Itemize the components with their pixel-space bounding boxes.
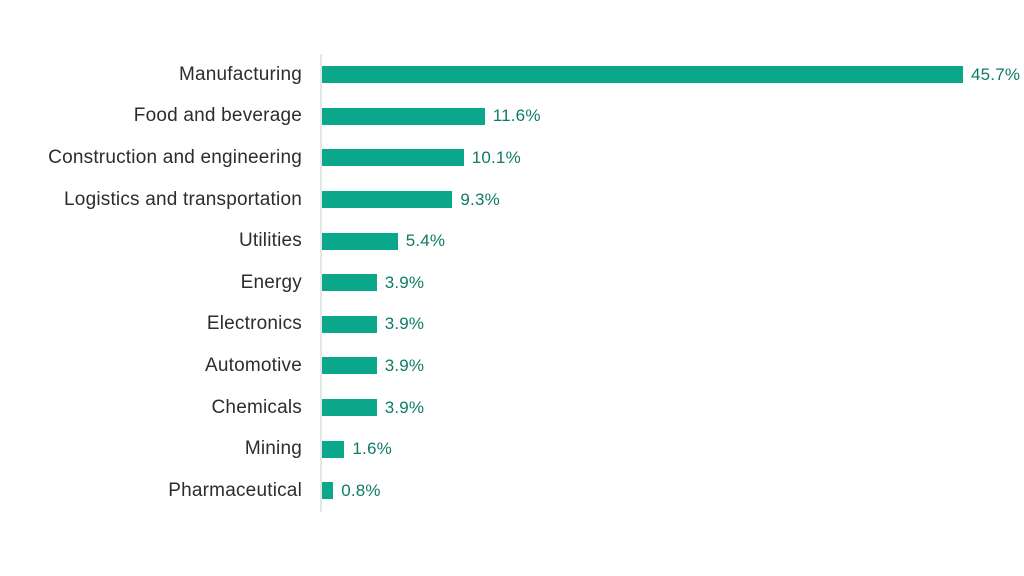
value-label: 9.3% bbox=[460, 189, 500, 209]
value-label: 3.9% bbox=[384, 355, 425, 375]
bar bbox=[322, 66, 963, 84]
bar bbox=[322, 191, 453, 209]
chart-row: Pharmaceutical 0.8% bbox=[0, 469, 1024, 512]
category-label: Chemicals bbox=[211, 396, 302, 418]
value-label: 3.9% bbox=[384, 272, 425, 292]
bar bbox=[322, 315, 377, 333]
value-label: 3.9% bbox=[384, 314, 425, 334]
bar bbox=[322, 232, 398, 250]
value-label: 3.9% bbox=[384, 397, 425, 417]
bar bbox=[322, 107, 485, 125]
chart-row: Manufacturing 45.7% bbox=[0, 54, 1024, 96]
value-label: 0.8% bbox=[341, 480, 381, 500]
category-label: Automotive bbox=[204, 354, 302, 376]
bar-area: 3.9% bbox=[320, 303, 1024, 346]
chart-row: Automotive 3.9% bbox=[0, 345, 1024, 387]
bar-area: 0.8% bbox=[320, 469, 1024, 512]
value-label: 45.7% bbox=[971, 64, 1021, 84]
bar-area: 1.6% bbox=[320, 428, 1024, 470]
value-label: 5.4% bbox=[405, 231, 446, 251]
category-label: Manufacturing bbox=[178, 63, 302, 85]
category-label: Energy bbox=[240, 271, 302, 293]
value-label: 10.1% bbox=[471, 147, 521, 167]
bar bbox=[322, 482, 334, 500]
bar-area: 5.4% bbox=[320, 220, 1024, 262]
bar bbox=[322, 357, 377, 375]
chart-row: Food and beverage 11.6% bbox=[0, 95, 1024, 138]
bar-area: 3.9% bbox=[320, 345, 1024, 387]
category-label: Logistics and transportation bbox=[64, 188, 302, 210]
bar-area: 3.9% bbox=[320, 386, 1024, 429]
chart-row: Mining 1.6% bbox=[0, 428, 1024, 470]
chart-plot-area: Manufacturing 45.7% Food and beverage 11… bbox=[0, 54, 1024, 512]
value-label: 1.6% bbox=[352, 439, 392, 459]
category-label: Construction and engineering bbox=[48, 146, 302, 168]
chart-row: Utilities 5.4% bbox=[0, 220, 1024, 262]
category-label: Pharmaceutical bbox=[168, 479, 302, 501]
bar bbox=[322, 149, 464, 167]
chart-row: Energy 3.9% bbox=[0, 261, 1024, 304]
bar bbox=[322, 274, 377, 292]
chart-row: Chemicals 3.9% bbox=[0, 386, 1024, 429]
bar-area: 45.7% bbox=[320, 54, 1024, 96]
bar-area: 3.9% bbox=[320, 261, 1024, 304]
bar bbox=[322, 440, 345, 458]
chart-row: Electronics 3.9% bbox=[0, 303, 1024, 346]
category-label: Utilities bbox=[238, 230, 302, 252]
category-label: Mining bbox=[244, 438, 302, 460]
chart-row: Construction and engineering 10.1% bbox=[0, 137, 1024, 179]
bar bbox=[322, 399, 377, 417]
bar-area: 10.1% bbox=[320, 137, 1024, 179]
category-label: Electronics bbox=[206, 313, 302, 335]
chart-row: Logistics and transportation 9.3% bbox=[0, 178, 1024, 221]
category-label: Food and beverage bbox=[133, 105, 302, 127]
bar-area: 9.3% bbox=[320, 178, 1024, 221]
value-label: 11.6% bbox=[492, 106, 541, 126]
bar-area: 11.6% bbox=[320, 95, 1024, 138]
